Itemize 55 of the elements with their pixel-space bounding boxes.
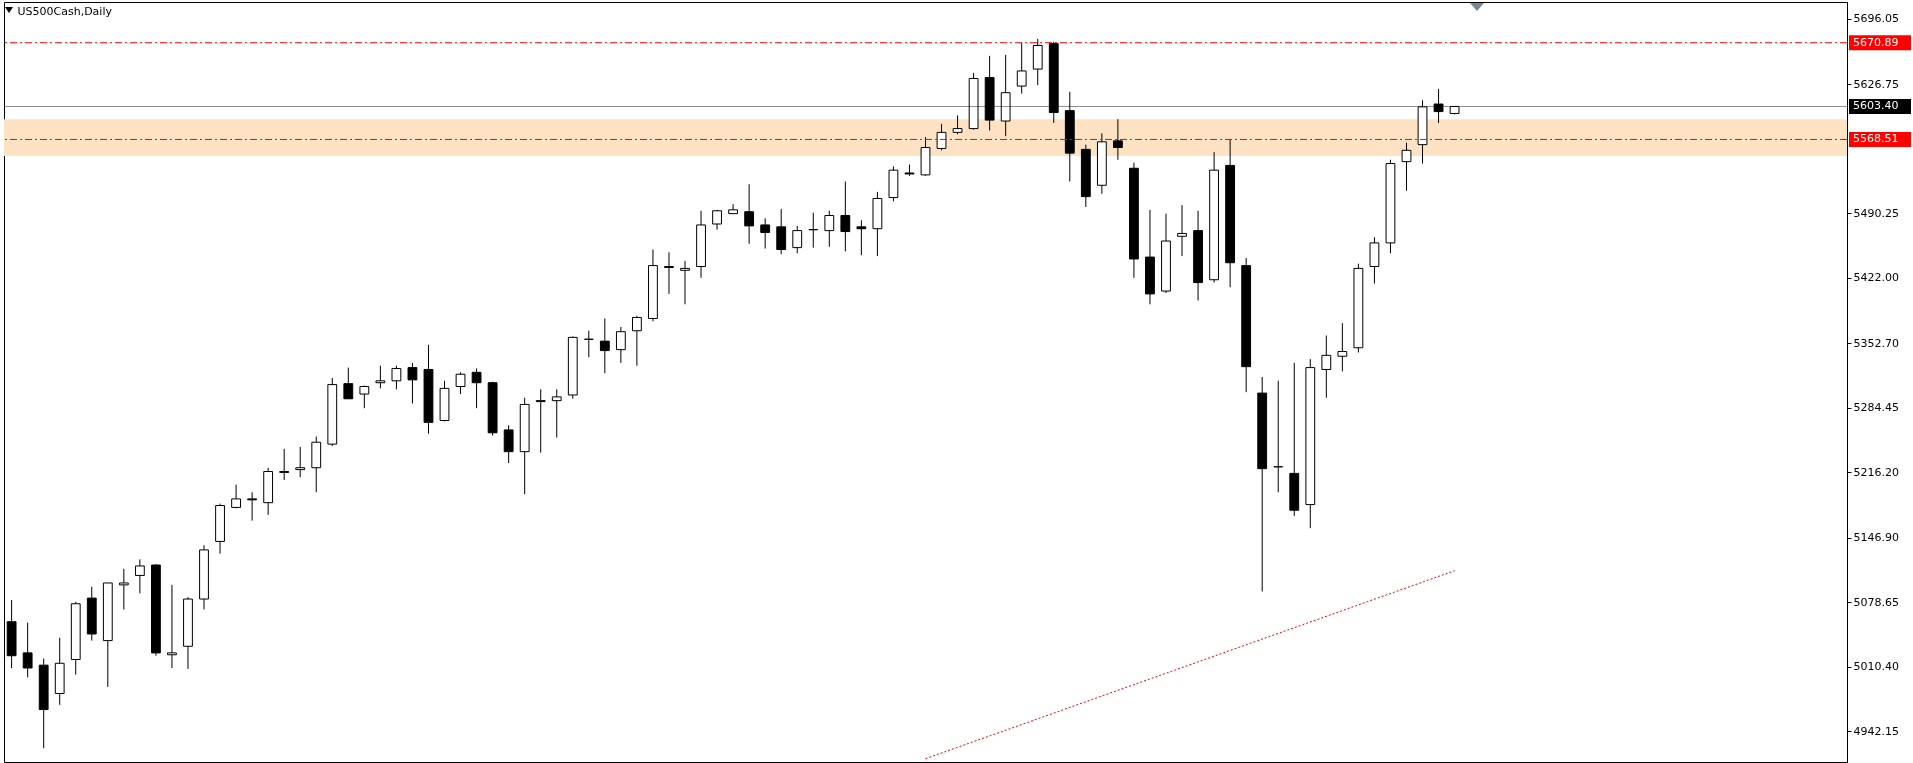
y-tick-label: 5284.45 — [1853, 401, 1899, 415]
candlestick — [535, 388, 546, 454]
candlestick — [824, 210, 835, 248]
candlestick — [375, 365, 386, 389]
candlestick — [1016, 42, 1027, 95]
candlestick — [167, 584, 177, 669]
candlestick — [664, 251, 674, 295]
y-tick-label: 5696.05 — [1853, 12, 1899, 26]
candlestick — [407, 362, 418, 404]
candlestick — [1337, 322, 1348, 372]
candlestick — [1369, 236, 1380, 285]
candlestick — [22, 622, 33, 678]
candlestick — [1401, 142, 1412, 192]
candlestick — [840, 180, 851, 252]
candlestick — [615, 326, 626, 364]
candlestick — [952, 114, 963, 135]
y-tick-label: 5352.70 — [1853, 336, 1899, 350]
y-tick-label: 5490.25 — [1853, 206, 1899, 220]
candlestick — [1433, 88, 1444, 124]
y-tick-label: 5146.90 — [1853, 531, 1899, 545]
candlestick — [1112, 118, 1123, 161]
candlestick — [118, 568, 129, 610]
y-tick-label: 5010.40 — [1853, 660, 1899, 674]
candlestick — [455, 371, 466, 395]
candlestick — [343, 367, 354, 400]
candlestick — [776, 208, 787, 255]
candlestick — [134, 558, 145, 594]
candlestick — [728, 203, 739, 215]
candlestick — [856, 219, 867, 256]
candlestick — [471, 368, 482, 409]
y-tick-label: 5078.65 — [1853, 595, 1899, 609]
candlestick — [760, 217, 771, 250]
ref-line-label: 5568.51 — [1853, 132, 1899, 146]
candlestick — [792, 225, 803, 254]
candlestick — [744, 183, 755, 245]
candlestick — [551, 388, 562, 438]
candlestick — [295, 446, 306, 478]
y-tick-label: 4942.15 — [1853, 724, 1899, 738]
candlestick — [1032, 38, 1043, 86]
candlestick — [680, 260, 690, 305]
candlestick — [632, 315, 642, 367]
candlestick — [936, 123, 947, 151]
candlestick — [391, 365, 402, 390]
y-tick-label: 5216.20 — [1853, 465, 1899, 479]
candlestick — [1321, 334, 1332, 399]
chart-title: US500Cash,Daily — [17, 5, 113, 18]
ref-line-label: 5603.40 — [1853, 99, 1899, 113]
y-tick-label: 5422.00 — [1853, 271, 1899, 285]
candlestick — [503, 424, 514, 464]
y-tick-label: 5626.75 — [1853, 77, 1899, 91]
candlestick — [1177, 204, 1187, 257]
candlestick — [279, 448, 290, 481]
ref-line-label: 5670.89 — [1853, 35, 1899, 49]
candlestick — [247, 491, 258, 522]
candlestick — [599, 317, 610, 374]
